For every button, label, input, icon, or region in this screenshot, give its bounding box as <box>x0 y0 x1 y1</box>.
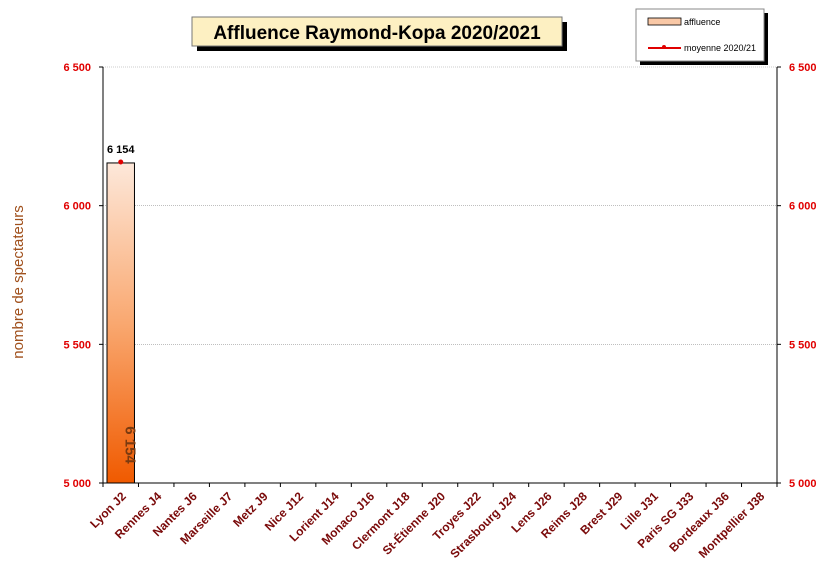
average-marker <box>118 159 124 165</box>
legend-moyenne-marker <box>662 45 666 49</box>
y-tick-label-left: 6 500 <box>63 62 91 74</box>
y-axis-label: nombre de spectateurs <box>10 205 27 358</box>
y-tick-label-right: 5 000 <box>789 478 817 490</box>
legend-affluence-label: affluence <box>684 17 720 27</box>
y-tick-label-right: 5 500 <box>789 339 817 351</box>
x-tick-label: Montpellier J38 <box>696 489 768 561</box>
y-tick-label-left: 6 000 <box>63 201 91 213</box>
y-tick-label-right: 6 000 <box>789 201 817 213</box>
bar-data-label-inside: 6 154 <box>122 426 139 464</box>
bar <box>106 162 135 484</box>
y-tick-label-right: 6 500 <box>789 62 817 74</box>
legend-moyenne-label: moyenne 2020/21 <box>684 43 756 53</box>
x-tick-label: St-Étienne J20 <box>379 488 448 557</box>
chart-title: Affluence Raymond-Kopa 2020/2021 <box>213 23 541 44</box>
y-tick-label-left: 5 500 <box>63 339 91 351</box>
legend-affluence-swatch <box>647 17 682 26</box>
y-tick-label-left: 5 000 <box>63 478 91 490</box>
title-box <box>191 16 563 47</box>
bar-data-label-top: 6 154 <box>107 144 135 156</box>
